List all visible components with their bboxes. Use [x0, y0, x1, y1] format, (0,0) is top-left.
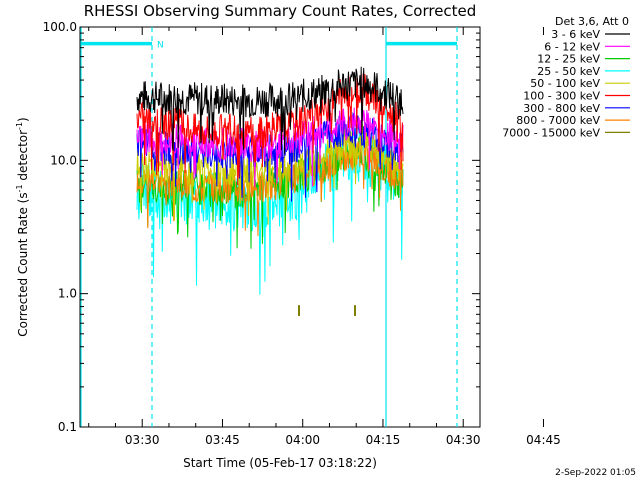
chart-title: RHESSI Observing Summary Count Rates, Co… [84, 2, 477, 20]
series-line-3 [136, 126, 404, 295]
legend-label-2: 12 - 25 keV [537, 53, 600, 66]
series-line-4 [136, 124, 404, 225]
x-tick-label-4: 04:30 [446, 433, 481, 447]
x-tick-label-1: 03:45 [205, 433, 240, 447]
plot-area-border [79, 26, 481, 428]
series-layer [136, 66, 404, 316]
legend-header: Det 3,6, Att 0 [555, 15, 629, 28]
y-axis-label-end: ) [16, 117, 30, 122]
y-axis-label-sup2: -1 [15, 122, 24, 130]
series-line-0 [136, 66, 404, 155]
interval-markers: N [80, 27, 458, 427]
y-tick-label-0: 0.1 [58, 420, 77, 434]
x-axis-label: Start Time (05-Feb-17 03:18:22) [183, 456, 377, 470]
legend-label-7: 800 - 7000 keV [516, 114, 600, 127]
night-band-label-0: N [157, 41, 164, 51]
y-axis-label: Corrected Count Rate (s-1 detector-1) [15, 117, 30, 336]
y-axis-label-main: Corrected Count Rate (s [16, 192, 30, 336]
plot-frame [79, 26, 481, 428]
legend-label-6: 300 - 800 keV [523, 102, 600, 115]
y-tick-label-3: 100.0 [43, 20, 77, 34]
legend-label-4: 50 - 100 keV [530, 77, 600, 90]
axes: 0.1 1.0 10.0 100.0 03:30 03:45 04:00 04:15 04:30… [43, 20, 561, 447]
series-line-1 [136, 107, 404, 188]
x-tick-label-0: 03:30 [125, 433, 160, 447]
legend-label-3: 25 - 50 keV [537, 65, 600, 78]
x-tick-label-2: 04:00 [285, 433, 320, 447]
footer-date: 2-Sep-2022 01:05 [555, 468, 636, 478]
legend-label-5: 100 - 300 keV [523, 90, 600, 103]
y-tick-label-2: 10.0 [50, 153, 77, 167]
y-tick-label-1: 1.0 [58, 287, 77, 301]
legend-label-8: 7000 - 15000 keV [502, 126, 600, 139]
legend-label-0: 3 - 6 keV [551, 28, 600, 41]
y-axis-label-sup1: -1 [15, 184, 24, 192]
y-axis-label-mid: detector [16, 130, 30, 185]
x-tick-label-3: 04:15 [366, 433, 401, 447]
x-tick-label-5: 04:45 [526, 433, 561, 447]
legend-label-1: 6 - 12 keV [544, 40, 600, 53]
